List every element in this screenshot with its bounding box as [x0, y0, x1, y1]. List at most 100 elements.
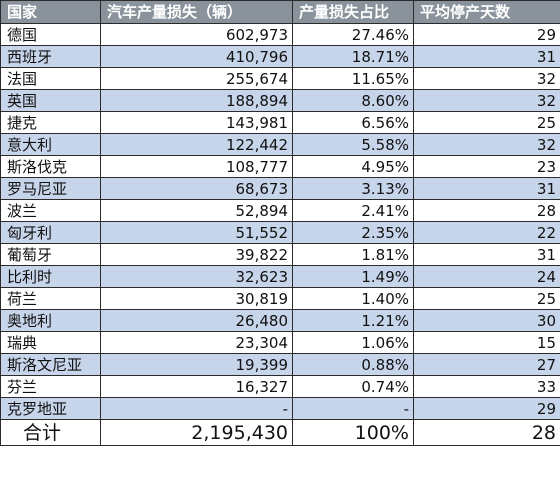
table-row: 匈牙利 51,552 2.35% 22: [0, 221, 560, 244]
cell-country: 罗马尼亚: [0, 177, 101, 200]
cell-production-loss: 188,894: [100, 89, 293, 112]
cell-loss-share: 18.71%: [292, 45, 414, 68]
cell-country: 英国: [0, 89, 101, 112]
cell-production-loss: 16,327: [100, 375, 293, 398]
cell-country: 法国: [0, 67, 101, 90]
cell-production-loss: 23,304: [100, 331, 293, 354]
cell-production-loss: 255,674: [100, 67, 293, 90]
cell-avg-shutdown-days: 32: [413, 133, 560, 156]
table-row: 西班牙 410,796 18.71% 31: [0, 45, 560, 68]
total-loss: 2,195,430: [100, 419, 293, 446]
cell-country: 波兰: [0, 199, 101, 222]
cell-production-loss: 122,442: [100, 133, 293, 156]
cell-loss-share: 1.06%: [292, 331, 414, 354]
cell-loss-share: 0.74%: [292, 375, 414, 398]
cell-avg-shutdown-days: 25: [413, 287, 560, 310]
cell-production-loss: 52,894: [100, 199, 293, 222]
cell-avg-shutdown-days: 25: [413, 111, 560, 134]
cell-production-loss: 602,973: [100, 23, 293, 46]
cell-production-loss: 108,777: [100, 155, 293, 178]
table-row: 比利时 32,623 1.49% 24: [0, 265, 560, 288]
table-row: 罗马尼亚 68,673 3.13% 31: [0, 177, 560, 200]
cell-country: 匈牙利: [0, 221, 101, 244]
cell-country: 比利时: [0, 265, 101, 288]
cell-avg-shutdown-days: 28: [413, 199, 560, 222]
cell-production-loss: 410,796: [100, 45, 293, 68]
table-row: 法国 255,674 11.65% 32: [0, 67, 560, 90]
cell-avg-shutdown-days: 23: [413, 155, 560, 178]
table-body: 德国 602,973 27.46% 29 西班牙 410,796 18.71% 31 法国 255…: [0, 23, 560, 420]
table-row: 荷兰 30,819 1.40% 25: [0, 287, 560, 310]
cell-loss-share: 4.95%: [292, 155, 414, 178]
cell-loss-share: 27.46%: [292, 23, 414, 46]
cell-avg-shutdown-days: 31: [413, 177, 560, 200]
cell-loss-share: 0.88%: [292, 353, 414, 376]
cell-production-loss: 143,981: [100, 111, 293, 134]
cell-avg-shutdown-days: 29: [413, 23, 560, 46]
total-share: 100%: [292, 419, 414, 446]
cell-production-loss: 26,480: [100, 309, 293, 332]
table-row: 意大利 122,442 5.58% 32: [0, 133, 560, 156]
table-row: 斯洛文尼亚 19,399 0.88% 27: [0, 353, 560, 376]
table-row: 斯洛伐克 108,777 4.95% 23: [0, 155, 560, 178]
cell-avg-shutdown-days: 22: [413, 221, 560, 244]
total-days: 28: [413, 419, 560, 446]
total-label: 合计: [0, 419, 101, 446]
header-production-loss: 汽车产量损失（辆）: [100, 0, 293, 24]
cell-avg-shutdown-days: 33: [413, 375, 560, 398]
production-loss-table: 国家 汽车产量损失（辆） 产量损失占比 平均停产天数 德国 602,973 27.4…: [0, 0, 560, 446]
cell-country: 芬兰: [0, 375, 101, 398]
cell-avg-shutdown-days: 30: [413, 309, 560, 332]
cell-production-loss: 19,399: [100, 353, 293, 376]
table-row: 波兰 52,894 2.41% 28: [0, 199, 560, 222]
table-row: 瑞典 23,304 1.06% 15: [0, 331, 560, 354]
cell-loss-share: 6.56%: [292, 111, 414, 134]
cell-loss-share: 5.58%: [292, 133, 414, 156]
table-row: 英国 188,894 8.60% 32: [0, 89, 560, 112]
cell-loss-share: 1.40%: [292, 287, 414, 310]
table-row: 奥地利 26,480 1.21% 30: [0, 309, 560, 332]
header-country: 国家: [0, 0, 101, 24]
cell-avg-shutdown-days: 27: [413, 353, 560, 376]
cell-country: 西班牙: [0, 45, 101, 68]
cell-avg-shutdown-days: 31: [413, 45, 560, 68]
cell-production-loss: 30,819: [100, 287, 293, 310]
cell-country: 捷克: [0, 111, 101, 134]
cell-country: 意大利: [0, 133, 101, 156]
cell-avg-shutdown-days: 32: [413, 67, 560, 90]
cell-country: 斯洛文尼亚: [0, 353, 101, 376]
cell-country: 荷兰: [0, 287, 101, 310]
cell-avg-shutdown-days: 32: [413, 89, 560, 112]
table-row: 捷克 143,981 6.56% 25: [0, 111, 560, 134]
cell-loss-share: 3.13%: [292, 177, 414, 200]
cell-loss-share: 1.49%: [292, 265, 414, 288]
cell-loss-share: 1.21%: [292, 309, 414, 332]
cell-production-loss: 68,673: [100, 177, 293, 200]
table-row: 克罗地亚 - -29: [0, 397, 560, 420]
cell-loss-share: 1.81%: [292, 243, 414, 266]
cell-production-loss: 32,623: [100, 265, 293, 288]
cell-loss-share: 11.65%: [292, 67, 414, 90]
cell-country: 斯洛伐克: [0, 155, 101, 178]
cell-loss-share: -: [292, 397, 414, 420]
cell-country: 德国: [0, 23, 101, 46]
total-row: 合计 2,195,430 100% 28: [0, 419, 560, 446]
cell-country: 瑞典: [0, 331, 101, 354]
header-row: 国家 汽车产量损失（辆） 产量损失占比 平均停产天数: [0, 0, 560, 24]
header-loss-share: 产量损失占比: [292, 0, 414, 24]
cell-avg-shutdown-days: 29: [413, 397, 560, 420]
cell-avg-shutdown-days: 31: [413, 243, 560, 266]
cell-loss-share: 8.60%: [292, 89, 414, 112]
cell-production-loss: 51,552: [100, 221, 293, 244]
cell-loss-share: 2.35%: [292, 221, 414, 244]
cell-avg-shutdown-days: 15: [413, 331, 560, 354]
header-avg-shutdown-days: 平均停产天数: [413, 0, 560, 24]
cell-country: 克罗地亚: [0, 397, 101, 420]
cell-production-loss: 39,822: [100, 243, 293, 266]
cell-country: 奥地利: [0, 309, 101, 332]
cell-country: 葡萄牙: [0, 243, 101, 266]
table-row: 德国 602,973 27.46% 29: [0, 23, 560, 46]
cell-loss-share: 2.41%: [292, 199, 414, 222]
cell-production-loss: -: [100, 397, 293, 420]
table-row: 葡萄牙 39,822 1.81% 31: [0, 243, 560, 266]
